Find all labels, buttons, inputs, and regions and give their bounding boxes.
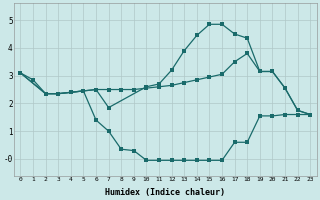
X-axis label: Humidex (Indice chaleur): Humidex (Indice chaleur) [105, 188, 225, 197]
